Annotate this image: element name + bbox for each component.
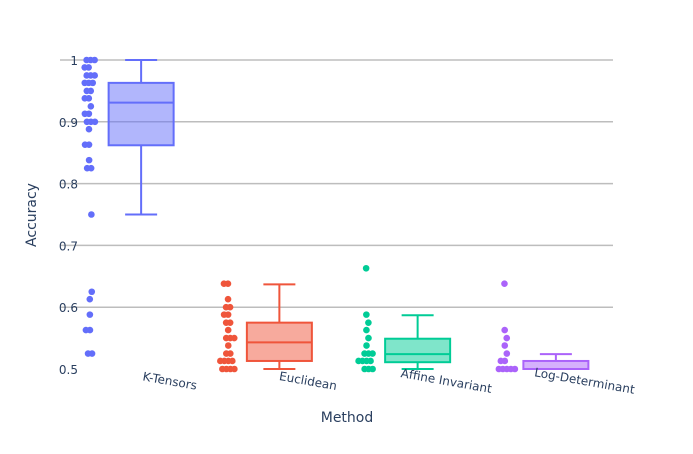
- data-point: [91, 56, 98, 64]
- x-tick-label: K-Tensors: [142, 369, 199, 392]
- data-point: [223, 350, 230, 357]
- box-euclidean: [217, 280, 313, 373]
- box-k-tensors: [81, 56, 175, 357]
- box-log-determinant: [495, 280, 590, 373]
- y-tick-labels: 0.5 0.6 0.7 0.8 0.9 1: [59, 54, 78, 377]
- data-point: [369, 350, 376, 357]
- data-point: [367, 357, 374, 365]
- y-tick-label: 1: [70, 54, 78, 68]
- y-axis-title: Accuracy: [24, 183, 40, 247]
- data-point: [501, 280, 508, 288]
- data-point: [362, 264, 370, 272]
- data-point: [83, 56, 90, 64]
- data-point: [86, 295, 94, 303]
- data-point: [355, 357, 362, 365]
- x-tick-label: Affine Invariant: [400, 366, 493, 396]
- data-point: [81, 141, 89, 148]
- data-point: [365, 334, 372, 342]
- data-point: [497, 357, 505, 365]
- y-tick-label: 0.5: [59, 363, 78, 377]
- data-point: [89, 79, 97, 87]
- data-point: [224, 342, 232, 349]
- data-point: [81, 64, 88, 71]
- data-point: [495, 365, 503, 373]
- data-point: [86, 311, 94, 318]
- data-point: [363, 326, 370, 334]
- y-tick-label: 0.7: [59, 239, 78, 253]
- data-point: [83, 87, 91, 95]
- iqr-box: [522, 359, 590, 371]
- y-tick-label: 0.6: [59, 301, 78, 315]
- data-point: [511, 365, 519, 373]
- data-point: [363, 342, 370, 349]
- data-point: [83, 72, 90, 79]
- data-point: [224, 326, 232, 334]
- data-point: [222, 334, 230, 342]
- data-point: [363, 311, 370, 318]
- data-point: [85, 156, 93, 164]
- x-tick-label: Log-Determinant: [533, 365, 636, 396]
- data-point: [91, 72, 98, 79]
- y-tick-label: 0.9: [59, 116, 78, 130]
- data-point: [83, 164, 91, 172]
- data-point: [81, 95, 89, 102]
- x-axis-title: Method: [321, 410, 374, 426]
- data-point: [224, 295, 232, 303]
- x-tick-label: Euclidean: [278, 369, 338, 393]
- data-point: [88, 211, 95, 218]
- x-tick-labels: K-Tensors Euclidean Affine Invariant Log-De…: [142, 365, 636, 396]
- data-point: [361, 365, 368, 373]
- iqr-box: [107, 81, 175, 147]
- data-point: [217, 357, 224, 365]
- data-point: [369, 365, 376, 373]
- data-point: [220, 311, 228, 318]
- data-point: [503, 334, 511, 342]
- data-point: [81, 110, 89, 118]
- data-point: [229, 357, 236, 365]
- data-point: [222, 303, 230, 311]
- box-marks: [81, 56, 590, 373]
- data-point: [84, 350, 92, 357]
- box-affine-invariant: [355, 264, 452, 373]
- data-point: [81, 79, 89, 87]
- data-point: [88, 288, 96, 296]
- data-point: [82, 326, 90, 334]
- y-tick-label: 0.8: [59, 178, 78, 192]
- data-point: [365, 319, 372, 326]
- data-point: [83, 118, 91, 126]
- data-point: [219, 365, 226, 373]
- data-point: [222, 319, 230, 326]
- data-point: [361, 350, 368, 357]
- data-point: [501, 326, 508, 334]
- data-point: [87, 103, 95, 110]
- data-point: [503, 350, 511, 357]
- data-point: [501, 342, 509, 349]
- data-point: [91, 118, 99, 126]
- data-point: [230, 334, 238, 342]
- data-point: [85, 125, 93, 133]
- data-point: [231, 365, 238, 373]
- data-point: [220, 280, 228, 288]
- iqr-box: [384, 337, 452, 364]
